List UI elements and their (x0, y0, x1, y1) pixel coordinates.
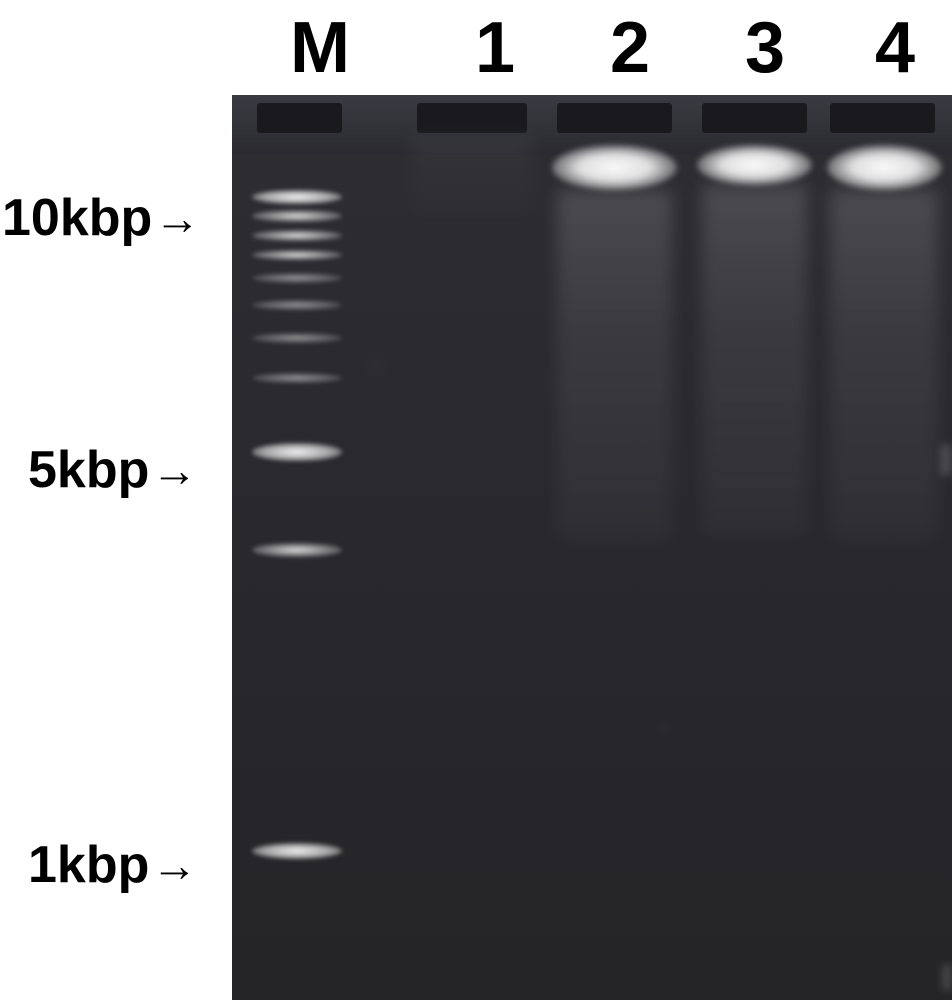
lane-label-marker: M (290, 7, 350, 89)
noise-overlay (232, 95, 952, 1000)
gel-image-region (232, 95, 952, 1000)
lane-label-4: 4 (875, 7, 915, 89)
size-label-text: 5kbp (28, 440, 149, 500)
lane-label-1: 1 (475, 7, 515, 89)
size-label-text: 1kbp (28, 835, 149, 895)
size-label-text: 10kbp (2, 188, 152, 248)
arrow-icon: → (151, 443, 197, 497)
arrow-icon: → (154, 191, 200, 245)
arrow-icon: → (151, 838, 197, 892)
lane-label-2: 2 (610, 7, 650, 89)
size-labels-column: 10kbp → 5kbp → 1kbp → (0, 0, 232, 1000)
size-label-5kbp: 5kbp → (28, 440, 192, 500)
size-label-10kbp: 10kbp → (2, 188, 195, 248)
lane-label-3: 3 (745, 7, 785, 89)
size-label-1kbp: 1kbp → (28, 835, 192, 895)
gel-figure-container: M 1 2 3 4 10kbp → 5kbp → 1kbp → (0, 0, 952, 1000)
